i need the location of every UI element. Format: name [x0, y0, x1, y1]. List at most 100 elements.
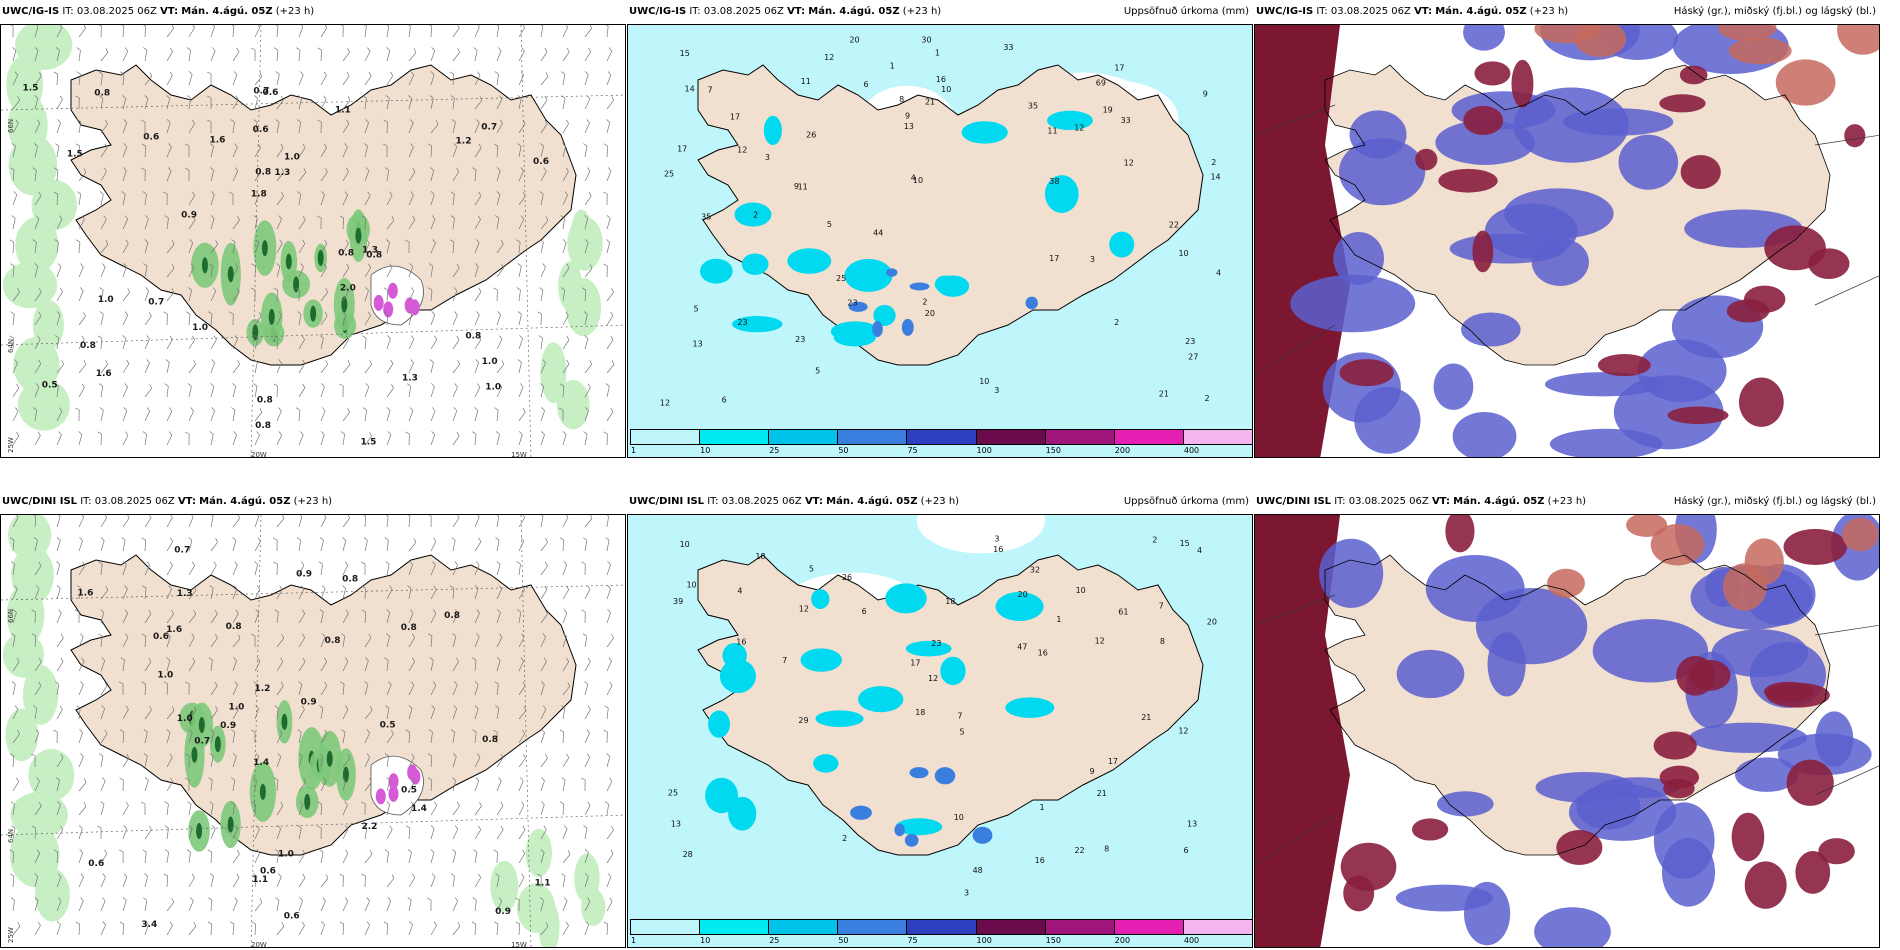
wind-barb — [34, 383, 40, 398]
wind-barb — [603, 263, 608, 278]
wind-barb — [254, 335, 259, 350]
colorbar-tick-label: 50 — [838, 446, 849, 455]
wind-barb — [78, 287, 84, 302]
wind-barb — [339, 383, 344, 398]
wind-barb — [232, 383, 237, 398]
wind-barb — [559, 801, 565, 816]
wind-barb — [143, 47, 148, 62]
wind-barb — [254, 825, 260, 840]
wind-barb — [584, 729, 590, 744]
wind-barb — [386, 681, 392, 696]
precip-value-label: 1.4 — [411, 804, 427, 814]
wind-barb — [188, 263, 195, 278]
accum-value-label: 2 — [753, 211, 758, 220]
precip-core — [191, 746, 198, 763]
wind-barb — [540, 47, 548, 62]
wind-barb — [100, 48, 109, 62]
wind-barb — [210, 335, 217, 350]
wind-barb — [253, 95, 258, 110]
wind-barb — [342, 609, 349, 624]
wind-barb — [56, 633, 64, 648]
wind-barb — [188, 897, 194, 912]
wind-barb — [273, 777, 279, 792]
axis-tick-label: 66N — [7, 609, 15, 623]
wind-barb — [540, 922, 549, 936]
wind-barb — [363, 537, 368, 552]
wind-barb — [100, 609, 105, 624]
wind-barb — [474, 287, 482, 302]
wind-barb — [606, 360, 615, 374]
wind-barb — [144, 359, 150, 374]
wind-barb — [452, 561, 458, 576]
wind-barb — [187, 383, 192, 398]
precip-level-10 — [813, 754, 839, 773]
colorbar-swatch — [1113, 919, 1184, 935]
wind-barb — [342, 408, 350, 422]
wind-barb — [495, 873, 500, 888]
wind-barb — [540, 538, 548, 552]
wind-barb — [122, 609, 129, 624]
wind-barb — [99, 753, 104, 768]
wind-barb — [317, 825, 322, 840]
accum-value-label: 23 — [737, 318, 747, 327]
wind-barb — [342, 801, 348, 816]
wind-barb — [232, 143, 238, 158]
snow-precip — [407, 764, 418, 781]
wind-barb — [209, 515, 214, 528]
wind-barb — [209, 143, 214, 158]
wind-barb — [75, 921, 80, 936]
colorbar-tick-label: 1 — [631, 936, 637, 945]
colorbar-legend: 1 10 25 50 75 100 150 200 400 — [630, 919, 1252, 947]
low-cloud-area — [1463, 25, 1505, 51]
colorbar-swatch — [768, 919, 839, 935]
wind-barb — [119, 849, 124, 864]
wind-barb — [449, 239, 455, 254]
wind-barb — [518, 873, 525, 888]
wind-barb — [452, 383, 458, 398]
wind-barb — [474, 239, 480, 254]
colorbar-tick-label: 75 — [907, 446, 918, 455]
wind-barb — [340, 431, 345, 446]
wind-barb — [188, 25, 195, 38]
wind-barb — [386, 71, 394, 86]
wind-barb — [210, 729, 215, 744]
wind-barb — [342, 849, 349, 864]
wind-barb — [320, 633, 326, 648]
wind-barb — [581, 609, 586, 624]
wind-barb — [273, 537, 278, 552]
wind-barb — [562, 921, 569, 936]
lon-line — [520, 515, 532, 947]
wind-barb — [584, 167, 591, 182]
wind-barb — [562, 561, 568, 576]
accum-value-label: 18 — [945, 597, 955, 606]
wind-barb — [474, 753, 481, 768]
accum-value-label: 35 — [701, 213, 711, 222]
accum-value-label: 4 — [911, 174, 916, 183]
wind-barb — [342, 96, 351, 110]
wind-barb — [208, 311, 213, 326]
accum-value-label: 1 — [1040, 803, 1045, 812]
wind-barb — [184, 167, 190, 182]
wind-barb — [408, 167, 416, 182]
grid-line — [1814, 765, 1879, 796]
wind-barb — [472, 657, 477, 672]
wind-barb — [100, 681, 108, 696]
lead-time: (+23 h) — [275, 6, 315, 17]
snow-precip — [404, 297, 415, 314]
wind-barb — [55, 681, 60, 696]
wind-barb — [232, 537, 237, 552]
wind-barb — [518, 657, 524, 672]
wind-barb — [254, 311, 262, 326]
precip-core — [198, 716, 205, 733]
precip-value-label: 1.0 — [482, 357, 498, 367]
wind-barb — [166, 585, 172, 600]
wind-barb — [122, 311, 129, 326]
valid-label: VT: — [177, 496, 196, 507]
wind-barb — [581, 561, 586, 576]
wind-barb — [495, 705, 500, 720]
axis-tick-label: 20W — [251, 941, 267, 948]
wind-barb — [188, 706, 197, 720]
wind-barb — [100, 515, 108, 528]
wind-barb — [10, 311, 15, 326]
precip-value-label: 1.3 — [362, 246, 378, 256]
